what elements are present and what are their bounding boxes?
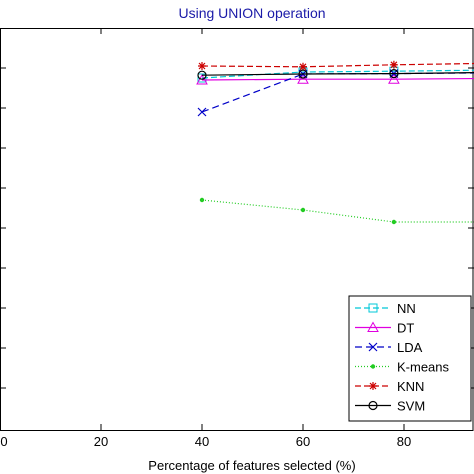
marker-circle [368, 400, 378, 411]
x-axis-label: Percentage of features selected (%) [148, 458, 355, 473]
legend-label: K-means [397, 360, 450, 375]
marker-dot [370, 364, 376, 369]
x-tick-label: 80 [397, 434, 411, 449]
marker-x [368, 342, 378, 352]
marker-dot [199, 197, 205, 203]
marker-triangle [367, 321, 379, 332]
chart-title: Using UNION operation [178, 5, 325, 21]
x-tick-label: 60 [296, 434, 310, 449]
marker-circle [197, 70, 207, 80]
series-svm [197, 68, 474, 80]
legend-label: SVM [397, 399, 425, 414]
x-tick-label: 0 [0, 434, 7, 449]
series-line [201, 72, 474, 76]
marker-star [369, 382, 377, 390]
legend-entry: LDA [355, 340, 423, 355]
legend: NN DT LDA K-means KNN SVM [348, 295, 472, 422]
legend-label: DT [397, 321, 414, 336]
marker-star [299, 62, 307, 71]
marker-x [197, 107, 207, 117]
plot-frame [0, 28, 474, 431]
series-k-means [199, 197, 474, 225]
x-tick-label: 20 [94, 434, 108, 449]
marker-dot [391, 219, 397, 225]
marker-triangle [388, 73, 400, 84]
series-line [201, 77, 474, 81]
legend-entry: DT [355, 321, 414, 336]
marker-star [198, 62, 206, 70]
legend-entry: NN [355, 301, 416, 316]
legend-entry: SVM [355, 399, 425, 414]
series-dt [196, 73, 474, 85]
legend-box [348, 295, 472, 422]
x-tick-label: 40 [195, 434, 209, 449]
series-knn [198, 60, 474, 71]
marker-circle [389, 68, 399, 79]
marker-square [368, 303, 378, 313]
series-line [201, 62, 474, 68]
marker-dot [300, 207, 306, 213]
legend-label: LDA [397, 340, 423, 355]
marker-circle [298, 69, 308, 79]
legend-label: NN [397, 301, 416, 316]
legend-entry: K-means [355, 360, 450, 375]
series-line [201, 199, 474, 223]
legend-label: KNN [397, 379, 424, 394]
marker-triangle [297, 73, 309, 84]
marker-star [389, 60, 398, 69]
legend-entry: KNN [355, 379, 424, 394]
marker-triangle [196, 73, 208, 85]
